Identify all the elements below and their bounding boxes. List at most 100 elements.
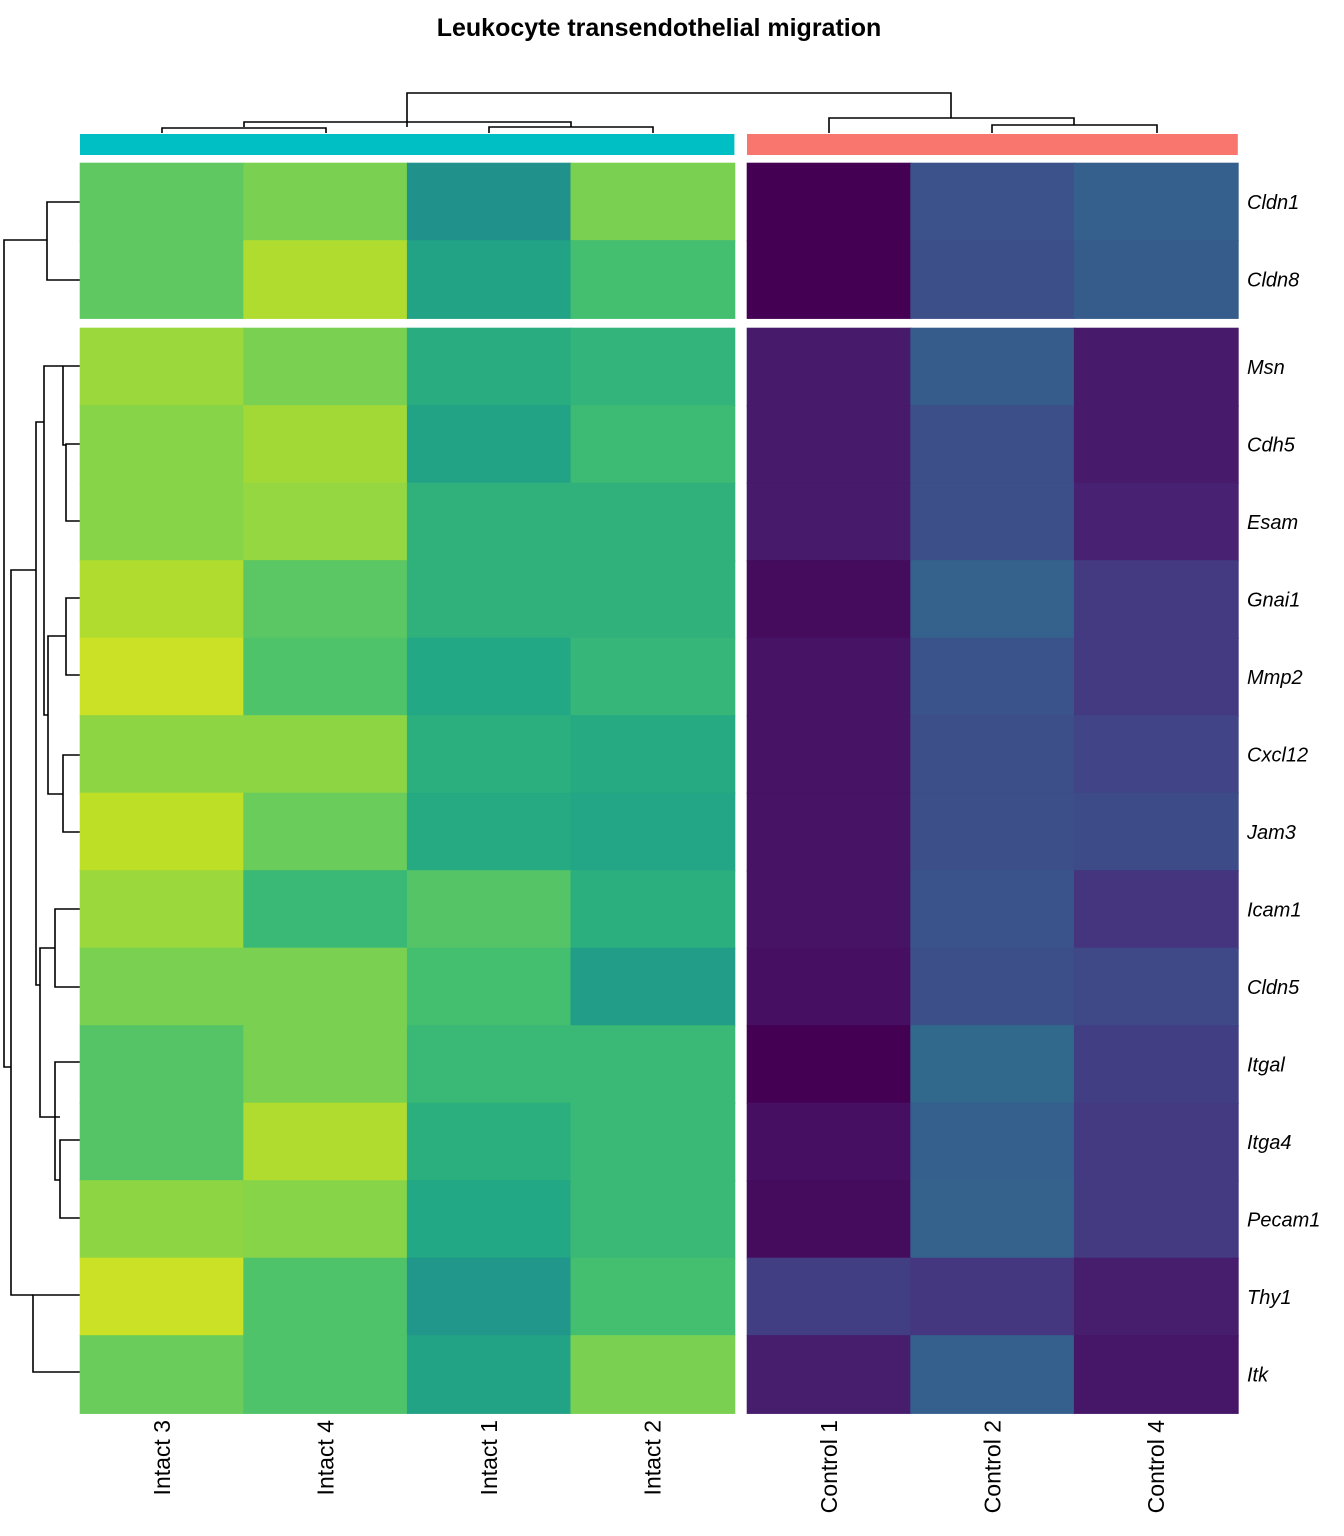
heatmap-cell — [79, 1257, 245, 1337]
heatmap-cell — [406, 1180, 572, 1259]
heatmap-cell — [910, 1180, 1076, 1259]
heatmap-cell — [570, 327, 736, 407]
column-group-bar-1 — [80, 134, 735, 155]
heatmap-cell — [746, 792, 912, 872]
heatmap-cell — [570, 1102, 736, 1182]
heatmap-cell — [910, 162, 1076, 242]
heatmap-cell — [746, 482, 912, 562]
heatmap-cell — [79, 792, 245, 872]
row-label: Icam1 — [1247, 899, 1301, 921]
row-dendrogram-thy1-itk — [32, 1294, 80, 1373]
row-label: Itga4 — [1247, 1132, 1291, 1154]
heatmap-cell — [910, 1025, 1076, 1104]
heatmap-cell — [746, 1257, 912, 1337]
heatmap-cell — [746, 1025, 912, 1104]
heatmap-cell — [79, 482, 245, 562]
heatmap-cell — [406, 870, 572, 949]
column-dendrogram-intact-12 — [488, 126, 654, 133]
column-label: Intact 2 — [640, 1420, 666, 1495]
row-label: Itk — [1247, 1364, 1269, 1386]
heatmap-cell — [910, 637, 1076, 717]
heatmap-cell — [1073, 240, 1239, 319]
heatmap-cell — [243, 637, 409, 717]
row-dendrogram-cxcl12-jam3 — [62, 754, 80, 833]
column-dendrogram-root — [406, 92, 952, 127]
heatmap-cell — [79, 162, 245, 242]
column-dendrogram-intact-34 — [161, 127, 327, 133]
heatmap-cell — [910, 715, 1076, 794]
heatmap-cell — [746, 1102, 912, 1182]
heatmap-cell — [1073, 637, 1239, 717]
row-dendrogram-gnai-jam — [47, 635, 66, 795]
heatmap-cell — [406, 1025, 572, 1104]
heatmap-cell — [243, 947, 409, 1027]
heatmap-cell — [1073, 162, 1239, 242]
heatmap-cell — [243, 1257, 409, 1337]
column-dendrogram — [161, 92, 1158, 133]
column-label: Control 2 — [979, 1420, 1005, 1513]
heatmap-cell — [746, 1180, 912, 1259]
heatmap-cell — [1073, 1257, 1239, 1337]
heatmap-cell — [79, 1335, 245, 1414]
heatmap-cell — [243, 792, 409, 872]
heatmap-cell — [570, 482, 736, 562]
heatmap-cell — [1073, 715, 1239, 794]
heatmap-cell — [570, 947, 736, 1027]
heatmap-cell — [243, 1025, 409, 1104]
heatmap-cell — [1073, 1180, 1239, 1259]
heatmap-cell — [79, 637, 245, 717]
heatmap-cell — [746, 870, 912, 949]
heatmap-cell — [910, 870, 1076, 949]
column-group-bar-2 — [747, 134, 1238, 155]
heatmap-cell — [1073, 327, 1239, 407]
heatmap-cell — [1073, 405, 1239, 484]
heatmap-cell — [79, 1102, 245, 1182]
heatmap-cell — [79, 870, 245, 949]
row-label: Cldn8 — [1247, 269, 1299, 291]
row-label: Esam — [1247, 512, 1298, 534]
row-label: Itgal — [1247, 1054, 1285, 1076]
heatmap-cell — [406, 560, 572, 639]
row-label: Cdh5 — [1247, 434, 1296, 456]
row-dendrogram-cdh5-esam — [62, 366, 66, 446]
heatmap-cell — [79, 1180, 245, 1259]
heatmap-cell — [910, 240, 1076, 319]
heatmap-cell — [243, 715, 409, 794]
heatmap-cell — [79, 947, 245, 1027]
heatmap-cell — [79, 1025, 245, 1104]
row-label: Msn — [1247, 357, 1285, 379]
heatmap-cell — [79, 405, 245, 484]
row-labels: Cldn1 Cldn8 Msn Cdh5 Esam Gnai1 Mmp2 Cxcl12 Jam3… — [1246, 192, 1320, 1387]
row-dendrogram-cdh5-esam-pair — [65, 443, 80, 522]
heatmap-cell — [1073, 947, 1239, 1027]
heatmap-cell — [406, 405, 572, 484]
row-dendrogram-msn-esam — [43, 365, 63, 716]
heatmap-cell — [406, 1102, 572, 1182]
heatmap-cell — [243, 870, 409, 949]
heatmap-cell — [406, 1335, 572, 1414]
row-dendrogram-upper — [35, 421, 44, 986]
heatmap-cell — [910, 947, 1076, 1027]
heatmap-cell — [243, 240, 409, 319]
heatmap-cell — [570, 1180, 736, 1259]
heatmap-cell — [570, 1335, 736, 1414]
heatmap-cell — [746, 405, 912, 484]
heatmap-cell — [910, 792, 1076, 872]
row-label: Gnai1 — [1247, 589, 1300, 611]
row-dendrogram — [3, 201, 80, 1373]
heatmap-cell — [910, 327, 1076, 407]
heatmap-cell — [79, 715, 245, 794]
row-dendrogram-gnai1-mmp2 — [65, 597, 80, 676]
row-dendrogram-itgal-group — [54, 1061, 80, 1181]
row-label: Pecam1 — [1247, 1209, 1320, 1231]
heatmap-cell — [746, 947, 912, 1027]
row-label: Mmp2 — [1247, 667, 1303, 689]
column-dendrogram-control-24 — [991, 124, 1158, 133]
heatmap-cell — [79, 560, 245, 639]
heatmap-cell — [406, 240, 572, 319]
heatmap-cell — [910, 1257, 1076, 1337]
heatmap-cell — [79, 327, 245, 407]
heatmap-cell — [1073, 1102, 1239, 1182]
heatmap-cell — [570, 637, 736, 717]
